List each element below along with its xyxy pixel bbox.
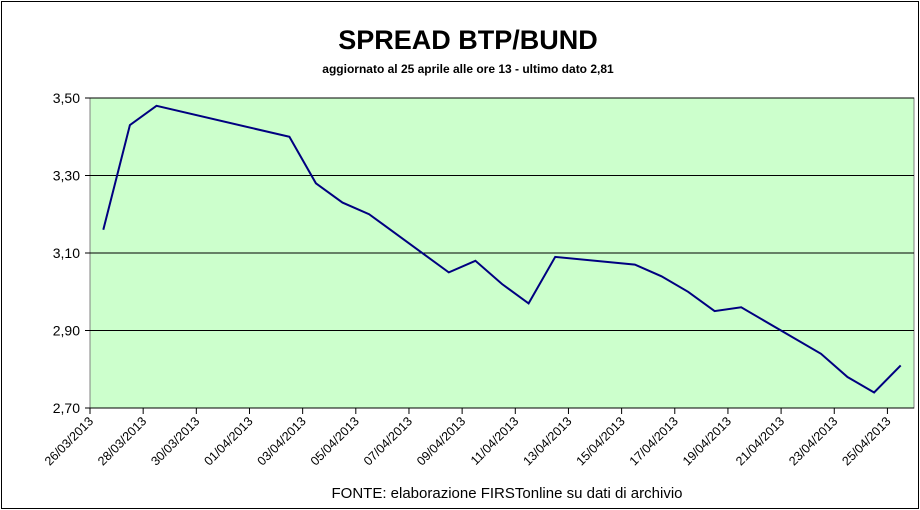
x-axis: 26/03/2013 28/03/2013 30/03/2013 01/04/2013… [42, 407, 914, 468]
chart-title: SPREAD BTP/BUND [338, 25, 598, 55]
spread-series-line [102, 104, 902, 394]
x-tick-label: 30/03/2013 [148, 414, 202, 468]
x-tick-label: 17/04/2013 [627, 414, 681, 468]
y-tick-label: 2,70 [53, 400, 80, 416]
y-axis: 2,70 2,90 3,10 3,30 3,50 [53, 90, 90, 416]
x-tick-label: 26/03/2013 [42, 414, 96, 468]
x-tick-label: 03/04/2013 [255, 414, 309, 468]
x-tick-label: 13/04/2013 [520, 414, 574, 468]
x-tick-label: 01/04/2013 [201, 414, 255, 468]
y-tick-label: 3,50 [53, 90, 80, 106]
y-tick-label: 2,90 [53, 323, 80, 339]
x-tick-label: 15/04/2013 [574, 414, 628, 468]
x-tick-label: 23/04/2013 [786, 414, 840, 468]
x-tick-label: 07/04/2013 [361, 414, 415, 468]
x-tick-label: 28/03/2013 [95, 414, 149, 468]
y-tick-label: 3,10 [53, 245, 80, 261]
x-tick-label: 09/04/2013 [414, 414, 468, 468]
chart-subtitle: aggiornato al 25 aprile alle ore 13 - ul… [322, 62, 614, 76]
x-tick-label: 21/04/2013 [733, 414, 787, 468]
grid-lines [90, 97, 914, 331]
x-tick-label: 19/04/2013 [680, 414, 734, 468]
y-tick-label: 3,30 [53, 168, 80, 184]
x-tick-label: 25/04/2013 [839, 414, 893, 468]
x-tick-label: 05/04/2013 [308, 414, 362, 468]
x-tick-label: 11/04/2013 [468, 414, 522, 468]
source-note: FONTE: elaborazione FIRSTonline su dati … [332, 485, 683, 502]
